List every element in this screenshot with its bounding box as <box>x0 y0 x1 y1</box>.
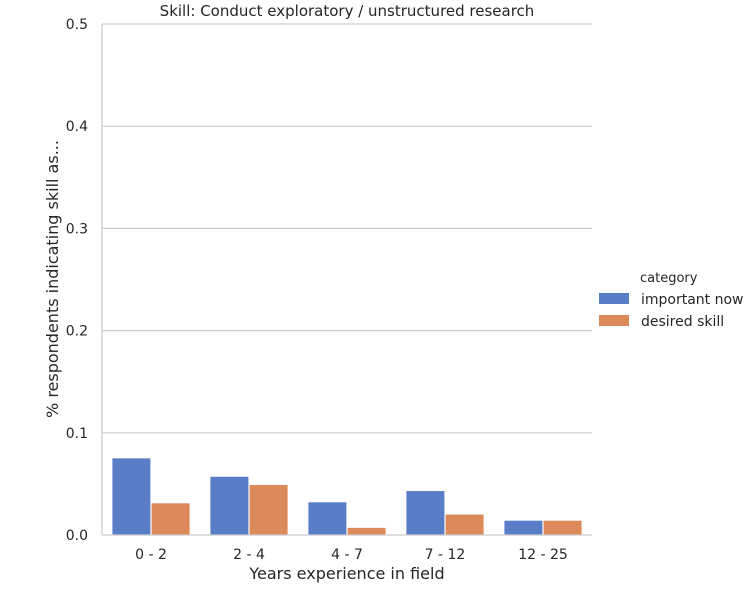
bar-important-now-1 <box>210 476 249 535</box>
legend-swatch <box>599 315 629 326</box>
legend-label: desired skill <box>641 314 724 330</box>
gridlines <box>102 23 592 434</box>
bar-desired-skill-1 <box>249 484 288 535</box>
y-tick-labels: 0.0 0.1 0.2 0.3 0.4 0.5 <box>66 17 88 544</box>
x-tick-label: 4 - 7 <box>331 547 363 563</box>
chart-title: Skill: Conduct exploratory / unstructure… <box>160 2 535 20</box>
axes <box>101 24 592 536</box>
y-tick-label: 0.5 <box>66 17 88 33</box>
x-axis-label: Years experience in field <box>248 564 444 583</box>
x-tick-label: 12 - 25 <box>518 547 568 563</box>
x-tick-label: 7 - 12 <box>425 547 466 563</box>
bar-important-now-4 <box>504 520 543 535</box>
y-axis-label: % respondents indicating skill as... <box>43 140 62 418</box>
bar-desired-skill-0 <box>151 503 190 535</box>
bars <box>112 458 582 535</box>
x-tick-labels: 0 - 2 2 - 4 4 - 7 7 - 12 12 - 25 <box>135 547 568 563</box>
y-tick-label: 0.4 <box>66 119 88 135</box>
bar-desired-skill-3 <box>445 514 484 535</box>
bar-desired-skill-4 <box>543 520 582 535</box>
bar-important-now-0 <box>112 458 151 535</box>
y-tick-label: 0.2 <box>66 324 88 340</box>
bar-desired-skill-2 <box>347 527 386 535</box>
legend-swatch <box>599 293 629 304</box>
legend-items: important now desired skill <box>599 292 744 330</box>
bar-important-now-3 <box>406 491 445 535</box>
bar-important-now-2 <box>308 502 347 535</box>
y-tick-label: 0.1 <box>66 426 88 442</box>
y-tick-label: 0.0 <box>66 528 88 544</box>
legend: category important now desired skill <box>599 271 744 330</box>
legend-label: important now <box>641 292 744 308</box>
y-tick-label: 0.3 <box>66 221 88 237</box>
x-tick-label: 2 - 4 <box>233 547 265 563</box>
legend-title: category <box>640 271 698 286</box>
x-tick-label: 0 - 2 <box>135 547 167 563</box>
